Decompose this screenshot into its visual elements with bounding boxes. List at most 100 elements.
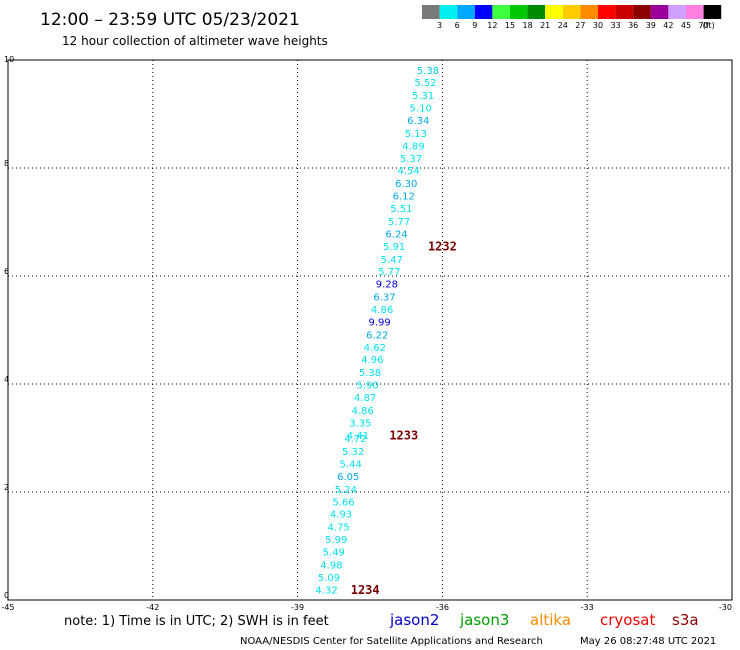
satellite-name-s3a: s3a: [672, 611, 699, 629]
wave-height-label: 4.86: [352, 406, 374, 417]
legend-bin-label: 30: [593, 21, 603, 30]
wave-height-label: 5.38: [359, 368, 381, 379]
x-tick-label: -39: [291, 603, 304, 612]
legend-swatch: [562, 5, 581, 19]
legend-swatch: [439, 5, 458, 19]
legend-bin-label: 33: [611, 21, 621, 30]
wave-height-label: 4.72: [344, 434, 366, 445]
color-legend: 3 6 9 12 15 18 21 24 27 30 33 36 39 42 45 70(ft): [422, 5, 722, 30]
wave-height-label: 5.66: [332, 497, 354, 508]
y-tick-label: 4: [4, 375, 9, 384]
wave-height-label: 5.09: [318, 573, 340, 584]
wave-height-label: 5.91: [383, 242, 405, 253]
satellite-name-jason2: jason2: [389, 611, 439, 629]
units-note: note: 1) Time is in UTC; 2) SWH is in fe…: [64, 614, 329, 629]
wave-height-label: 4.96: [361, 355, 383, 366]
legend-bin-label: 21: [540, 21, 550, 30]
chart-subtitle: 12 hour collection of altimeter wave hei…: [62, 34, 328, 48]
pass-number: 1233: [389, 428, 418, 442]
wave-height-label: 4.89: [402, 141, 424, 152]
legend-swatch: [668, 5, 686, 19]
legend-swatch: [650, 5, 669, 19]
legend-swatch: [545, 5, 563, 19]
wave-height-label: 9.99: [369, 317, 391, 328]
x-tick-label: -45: [1, 603, 14, 612]
x-tick-label: -36: [436, 603, 449, 612]
wave-height-label: 5.37: [400, 154, 422, 165]
wave-height-label: 4.62: [364, 343, 386, 354]
satellite-name-altika: altika: [530, 611, 571, 629]
y-tick-label: 8: [4, 159, 9, 168]
wave-height-label: 4.54: [397, 166, 419, 177]
legend-bin-label: 9: [472, 21, 477, 30]
legend-bin-label: 15: [505, 21, 515, 30]
satellite-name-jason3: jason3: [459, 611, 509, 629]
legend-bin-label: 42: [663, 21, 673, 30]
legend-bin-label: 18: [523, 21, 533, 30]
footer-timestamp: May 26 08:27:48 UTC 2021: [580, 636, 716, 647]
wave-height-label: 4.41: [347, 431, 369, 442]
chart-title: 12:00 – 23:59 UTC 05/23/2021: [40, 10, 300, 30]
wave-height-label: 4.98: [320, 560, 342, 571]
legend-bin-label: 70: [699, 21, 709, 30]
wave-height-label: 6.34: [407, 116, 429, 127]
wave-height-label: 5.10: [410, 104, 432, 115]
wave-height-label: 5.77: [388, 217, 410, 228]
wave-height-label: 5.99: [325, 535, 347, 546]
wave-height-label: 6.30: [395, 179, 417, 190]
legend-swatch: [492, 5, 510, 19]
legend-bin-label: 6: [455, 21, 460, 30]
y-tick-label: 0: [4, 591, 9, 600]
legend-bin-label: 27: [575, 21, 585, 30]
wave-height-label: 5.32: [342, 447, 364, 458]
satellite-name-cryosat: cryosat: [600, 611, 655, 629]
y-tick-label: 2: [4, 483, 9, 492]
wave-height-label: 5.47: [381, 255, 403, 266]
wave-height-label: 5.52: [414, 78, 436, 89]
pass-number-labels: 1232 1233 1234: [351, 239, 457, 596]
wave-height-label: 5.24: [335, 485, 357, 496]
legend-bin-label: 3: [437, 21, 442, 30]
wave-height-label: 5.77: [378, 267, 400, 278]
legend-swatch: [633, 5, 651, 19]
satellite-legend: jason2 jason3 altika cryosat s3a: [389, 611, 699, 629]
wave-height-label: 6.22: [366, 330, 388, 341]
wave-height-label: 6.12: [393, 192, 415, 203]
legend-bin-label: 12: [487, 21, 497, 30]
legend-swatch: [527, 5, 546, 19]
legend-swatch: [598, 5, 616, 19]
wave-height-label: 6.37: [373, 293, 395, 304]
legend-unit: (ft): [703, 21, 715, 30]
legend-swatch: [457, 5, 475, 19]
legend-bin-label: 45: [681, 21, 691, 30]
y-tick-label: 6: [4, 267, 9, 276]
legend-swatch: [474, 5, 493, 19]
pass-number: 1234: [351, 583, 380, 597]
wave-height-label: 5.13: [405, 129, 427, 140]
legend-swatch: [686, 5, 704, 19]
legend-swatch: [615, 5, 634, 19]
x-tick-labels: -45 -42 -39 -36 -33 -30: [1, 603, 732, 612]
wave-height-label: 5.38: [417, 66, 439, 77]
x-tick-label: -33: [581, 603, 594, 612]
x-tick-label: -30: [719, 603, 732, 612]
wave-height-points: 5.385.525.315.106.345.134.895.374.546.30…: [315, 66, 439, 596]
wave-height-label: 9.28: [376, 280, 398, 291]
legend-swatch: [703, 5, 722, 19]
wave-height-label: 4.32: [315, 585, 337, 596]
wave-height-label: 5.90: [356, 381, 378, 392]
legend-bin-label: 36: [628, 21, 638, 30]
y-tick-labels: 0 2 4 6 8 10: [4, 55, 14, 600]
wave-height-label: 5.31: [412, 91, 434, 102]
wave-height-label: 6.05: [337, 472, 359, 483]
pass-number: 1232: [428, 239, 457, 253]
wave-height-label: 5.51: [390, 204, 412, 215]
wave-height-label: 3.35: [349, 418, 371, 429]
legend-bin-label: 39: [646, 21, 656, 30]
wave-height-label: 6.24: [385, 229, 407, 240]
x-tick-label: -42: [146, 603, 159, 612]
footer-credit: NOAA/NESDIS Center for Satellite Applica…: [240, 636, 543, 647]
wave-height-label: 4.86: [371, 305, 393, 316]
y-tick-label: 10: [4, 55, 14, 64]
